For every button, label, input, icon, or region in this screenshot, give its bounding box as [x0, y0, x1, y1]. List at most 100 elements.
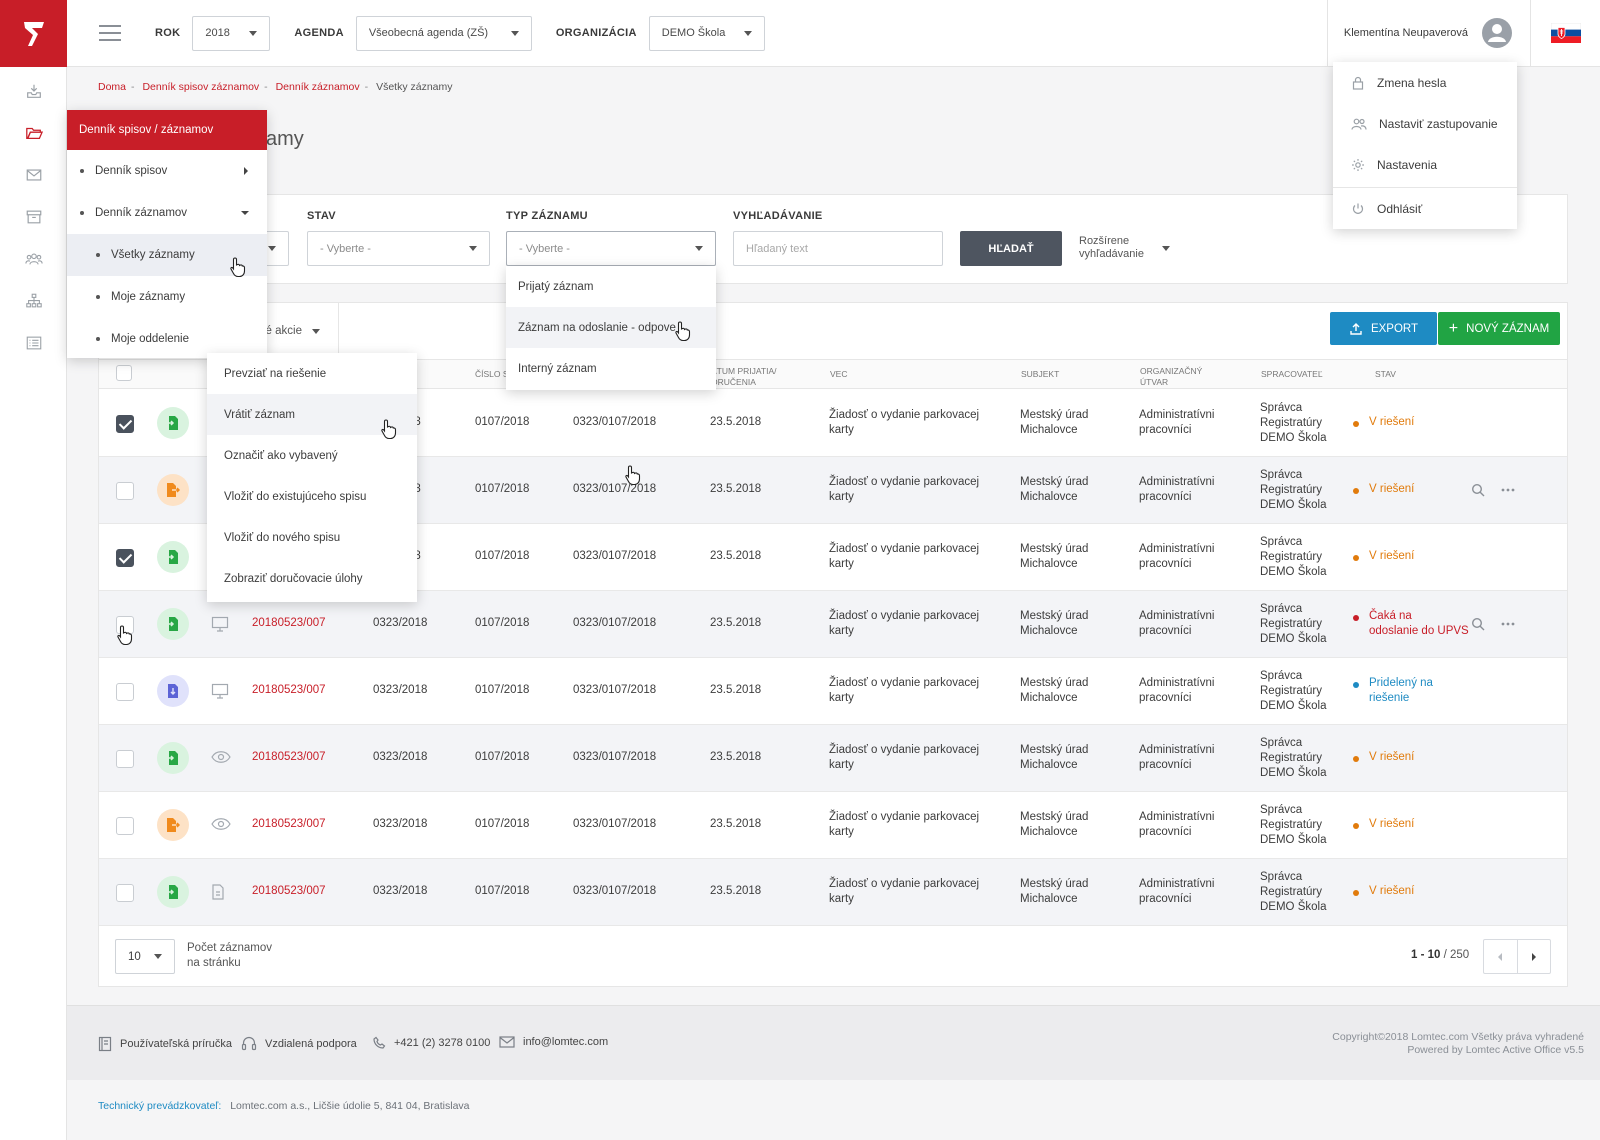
breadcrumb-dennik-zaznamov[interactable]: Denník záznamov — [275, 81, 360, 93]
page-size-select[interactable]: 10 — [115, 939, 175, 974]
avatar[interactable] — [1482, 18, 1512, 48]
row-reg-number-link[interactable]: 20180523/007 — [252, 751, 326, 763]
table-row[interactable]: 20180523/007 0323/2018 0107/2018 0323/0107/… — [99, 725, 1567, 792]
row-subjekt-line1: Mestský úrad — [1020, 811, 1089, 823]
search-input[interactable]: Hľadaný text — [733, 231, 943, 266]
table-row[interactable]: 20180523/007 0323/2018 0107/2018 0323/0107/… — [99, 792, 1567, 859]
status-filter-select[interactable]: - Vyberte - — [307, 231, 490, 266]
action-vlozit-novy[interactable]: Vložiť do nového spisu — [224, 531, 341, 544]
agenda-select[interactable]: Všeobecná agenda (ZŠ) — [355, 15, 532, 51]
type-option-prijaty[interactable]: Prijatý záznam — [518, 280, 594, 293]
search-button[interactable]: HĽADAŤ — [960, 231, 1062, 266]
row-vec-line1: Žiadosť o vydanie parkovacej — [829, 878, 980, 890]
users-group-icon[interactable] — [0, 238, 67, 280]
header-spracovatel[interactable]: SPRACOVATEĽ — [1261, 369, 1323, 379]
bulk-actions-select[interactable]: né akcie — [99, 303, 339, 359]
list-document-icon[interactable] — [0, 322, 67, 364]
header-vec[interactable]: VEC — [830, 369, 848, 379]
table-row[interactable]: 20180523/007 0323/2018 0107/2018 0323/0107/… — [99, 658, 1567, 725]
next-page-button[interactable] — [1518, 940, 1551, 973]
action-oznacit-vybaveny[interactable]: Označiť ako vybavený — [224, 449, 338, 462]
side-menu-dennik-zaznamov[interactable]: Denník záznamov — [67, 192, 267, 234]
row-vec-line1: Žiadosť o vydanie parkovacej — [829, 476, 980, 488]
language-switch[interactable] — [1530, 0, 1600, 66]
table-row[interactable]: 20180523/007 0323/2018 0107/2018 0323/0107/… — [99, 591, 1567, 658]
advanced-search-toggle[interactable]: Rozšírene vyhľadávanie — [1079, 235, 1170, 261]
side-menu-dennik-spisov[interactable]: Denník spisov — [67, 150, 267, 192]
header-stav[interactable]: STAV — [1375, 369, 1396, 379]
row-spracovatel-line2: Registratúry — [1260, 551, 1322, 563]
breadcrumb-dennik-spisov[interactable]: Denník spisov záznamov — [142, 81, 260, 93]
year-select[interactable]: 2018 — [192, 15, 271, 51]
row-checkbox[interactable] — [116, 817, 134, 835]
incoming-document-icon — [167, 617, 178, 631]
row-checkbox[interactable] — [116, 750, 134, 768]
row-reg-number-link[interactable]: 20180523/007 — [252, 818, 326, 830]
row-reg-number-link[interactable]: 20180523/007 — [252, 684, 326, 696]
org-chart-icon[interactable] — [0, 280, 67, 322]
app-logo[interactable] — [0, 0, 67, 67]
folder-open-icon[interactable] — [0, 112, 67, 154]
organization-select[interactable]: DEMO Škola — [648, 15, 765, 51]
inbox-tray-icon[interactable] — [0, 70, 67, 112]
power-icon — [1352, 203, 1364, 214]
type-option-interny[interactable]: Interný záznam — [518, 362, 597, 375]
row-reg-number-link[interactable]: 20180523/007 — [252, 885, 326, 897]
user-menu-settings[interactable]: Nastavenia — [1333, 144, 1517, 185]
records-table-card: né akcie EXPORT + NOVÝ ZÁZNAM ČÍSLO SI Á… — [98, 302, 1568, 987]
archive-box-icon[interactable] — [0, 196, 67, 238]
user-menu-set-substitution[interactable]: Nastaviť zastupovanie — [1333, 103, 1517, 144]
more-dots-icon[interactable] — [1501, 488, 1515, 492]
row-spracovatel: Správca Registratúry DEMO Škola — [1260, 870, 1326, 915]
mail-icon[interactable] — [0, 154, 67, 196]
page-title: amy — [266, 128, 304, 150]
phone-link[interactable]: +421 (2) 3278 0100 — [372, 1036, 490, 1050]
row-org-line1: Administratívni — [1139, 878, 1215, 890]
side-menu-header[interactable]: Denník spisov / záznamov — [67, 110, 267, 150]
action-zobrazit-ulohy[interactable]: Zobraziť doručovacie úlohy — [224, 572, 363, 585]
email-link[interactable]: info@lomtec.com — [499, 1036, 608, 1048]
action-vlozit-existujuci[interactable]: Vložiť do existujúceho spisu — [224, 490, 367, 503]
hamburger-menu-icon[interactable] — [99, 25, 121, 41]
record-type-select[interactable]: - Vyberte - — [506, 231, 716, 266]
header-datum[interactable]: ÁTUM PRIJATIA/ORUČENIA — [711, 366, 777, 388]
export-button[interactable]: EXPORT — [1330, 312, 1437, 345]
row-reg-number-link[interactable]: 20180523/007 — [252, 617, 326, 629]
action-prevziat[interactable]: Prevziať na riešenie — [224, 367, 327, 380]
select-all-checkbox[interactable] — [116, 365, 132, 381]
side-menu-moje-zaznamy-label: Moje záznamy — [111, 291, 186, 303]
user-menu-logout[interactable]: Odhlásiť — [1333, 188, 1517, 229]
phone-icon — [373, 1036, 386, 1049]
row-spis: 0323/2018 — [373, 885, 428, 897]
more-dots-icon[interactable] — [1501, 622, 1515, 626]
row-checkbox[interactable] — [116, 482, 134, 500]
table-row[interactable]: 20180523/007 0323/2018 0107/2018 0323/0107/… — [99, 859, 1567, 926]
row-subjekt-line2: Michalovce — [1020, 424, 1078, 436]
side-menu-moje-zaznamy[interactable]: Moje záznamy — [67, 276, 267, 318]
user-manual-link[interactable]: Používateľská príručka — [98, 1036, 232, 1052]
new-record-button[interactable]: + NOVÝ ZÁZNAM — [1438, 312, 1560, 345]
table-row[interactable]: 180107/20180323/0107/201823.5.2018Žiados… — [99, 524, 1567, 591]
row-spracovatel-line2: Registratúry — [1260, 752, 1322, 764]
pagination-total: / 250 — [1443, 949, 1470, 961]
row-spracovatel: Správca Registratúry DEMO Škola — [1260, 736, 1326, 781]
row-checkbox[interactable] — [116, 683, 134, 701]
row-vec: Žiadosť o vydanie parkovacej karty — [829, 810, 979, 840]
operator-value: Lomtec.com a.s., Ličšie údolie 5, 841 04… — [230, 1100, 470, 1112]
user-name[interactable]: Klementína Neupaverová — [1343, 27, 1468, 39]
user-menu-change-password[interactable]: Zmena hesla — [1333, 62, 1517, 103]
action-vratit[interactable]: Vrátiť záznam — [207, 394, 417, 435]
breadcrumb-home[interactable]: Doma — [98, 81, 127, 93]
row-checkbox[interactable] — [116, 884, 134, 902]
prev-page-button[interactable] — [1484, 940, 1518, 973]
row-checkbox[interactable] — [116, 549, 134, 567]
side-menu-dennik-zaznamov-label: Denník záznamov — [95, 207, 188, 219]
remote-support-link[interactable]: Vzdialená podpora — [241, 1036, 357, 1052]
header-cislo[interactable]: ČÍSLO SI — [475, 369, 511, 379]
search-icon[interactable] — [1471, 483, 1485, 497]
header-subjekt[interactable]: SUBJEKT — [1021, 369, 1060, 379]
search-icon[interactable] — [1471, 617, 1485, 631]
side-menu-moje-oddelenie[interactable]: Moje oddelenie — [67, 318, 267, 360]
row-checkbox[interactable] — [116, 415, 134, 433]
header-org[interactable]: ORGANIZAČNÝ ÚTVAR — [1140, 366, 1202, 388]
